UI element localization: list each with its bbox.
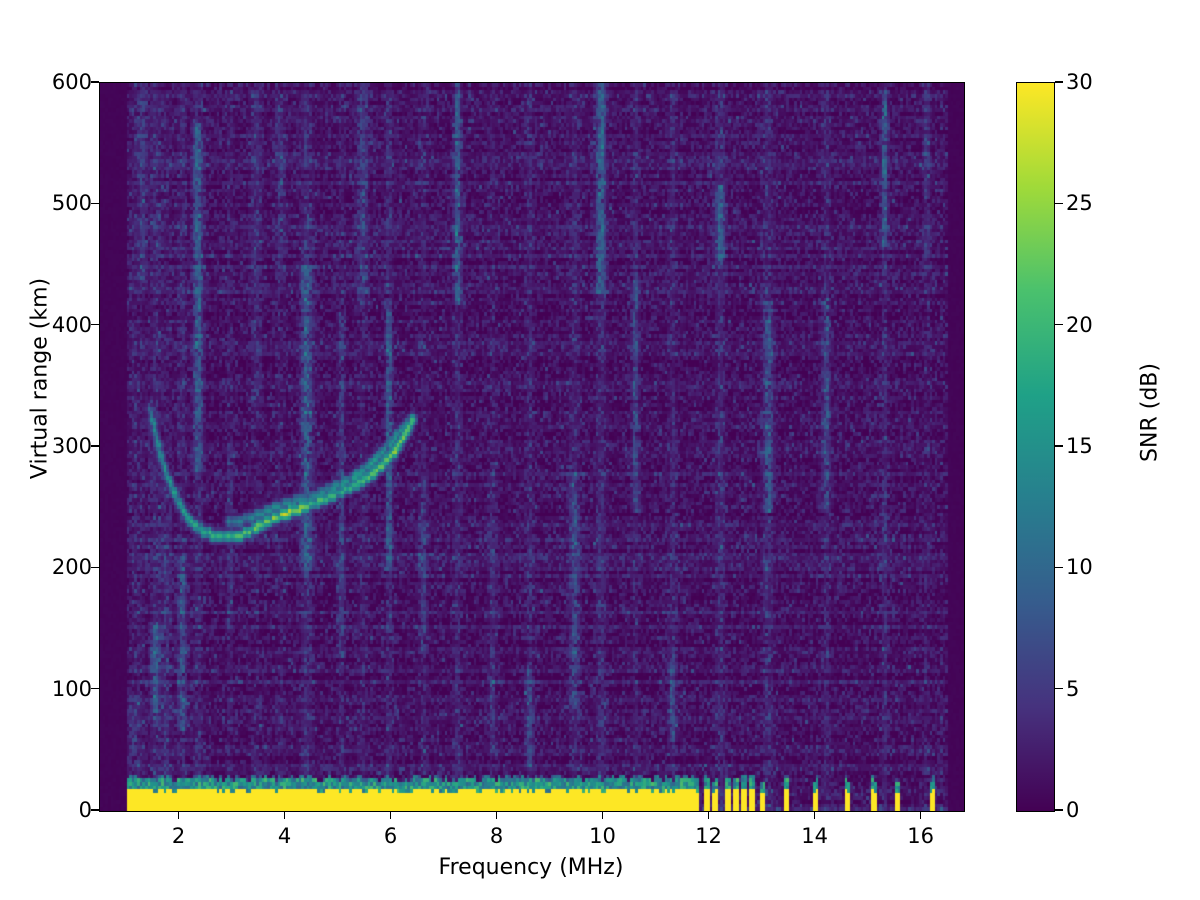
- y-axis-tick-label: 100: [51, 676, 92, 701]
- colorbar-tick-label: 10: [1066, 555, 1093, 580]
- colorbar-tick-label: 25: [1066, 191, 1093, 216]
- colorbar-tick-mark: [1055, 81, 1063, 83]
- colorbar-tick-label: 15: [1066, 434, 1093, 458]
- x-axis-tick-label: 16: [907, 824, 934, 848]
- y-axis-tick-mark: [91, 809, 99, 811]
- colorbar-label: SNR (dB): [1137, 363, 1163, 462]
- y-axis-tick-label: 200: [51, 555, 92, 580]
- colorbar: [1016, 82, 1055, 812]
- x-axis-tick-mark: [177, 811, 180, 819]
- x-axis-tick-mark: [389, 811, 392, 819]
- colorbar-tick-mark: [1055, 687, 1063, 690]
- x-axis-tick-label: 8: [489, 824, 504, 848]
- x-axis-tick-label: 10: [589, 824, 616, 848]
- y-axis-tick-mark: [91, 687, 99, 690]
- y-axis-tick-mark: [91, 323, 99, 326]
- ionogram-plot-area: [99, 82, 965, 812]
- x-axis-tick-label: 14: [801, 824, 828, 848]
- colorbar-tick-mark: [1055, 566, 1063, 569]
- colorbar-tick-label: 0: [1066, 798, 1080, 822]
- y-axis-tick-mark: [91, 566, 99, 569]
- y-axis-tick-label: 400: [51, 312, 92, 337]
- x-axis-tick-mark: [813, 811, 816, 819]
- y-axis-tick-mark: [91, 445, 99, 447]
- x-axis-tick-label: 6: [383, 824, 398, 848]
- colorbar-tick-mark: [1055, 323, 1063, 326]
- colorbar-tick-mark: [1055, 445, 1063, 447]
- x-axis-tick-mark: [283, 811, 286, 819]
- y-axis-tick-label: 0: [78, 798, 92, 822]
- x-axis-tick-mark: [919, 811, 922, 819]
- y-axis-tick-mark: [91, 202, 99, 205]
- x-axis-label: Frequency (MHz): [438, 855, 624, 880]
- x-axis-tick-mark: [707, 811, 710, 819]
- y-axis-tick-label: 300: [51, 434, 92, 458]
- colorbar-tick-label: 20: [1066, 312, 1093, 337]
- x-axis-tick-label: 2: [171, 824, 186, 848]
- y-axis-tick-label: 500: [51, 191, 92, 216]
- x-axis-tick-mark: [495, 811, 498, 819]
- colorbar-tick-mark: [1055, 809, 1063, 811]
- ionogram-heatmap: [100, 83, 964, 811]
- x-axis-tick-label: 12: [695, 824, 722, 848]
- x-axis-tick-label: 4: [277, 824, 292, 848]
- y-axis-label: Virtual range (km): [27, 277, 53, 480]
- colorbar-tick-mark: [1055, 202, 1063, 205]
- colorbar-tick-label: 5: [1066, 676, 1080, 701]
- colorbar-tick-label: 30: [1066, 70, 1093, 94]
- x-axis-tick-mark: [601, 811, 604, 819]
- y-axis-tick-mark: [91, 81, 99, 83]
- y-axis-tick-label: 600: [51, 70, 92, 94]
- colorbar-gradient: [1017, 83, 1054, 811]
